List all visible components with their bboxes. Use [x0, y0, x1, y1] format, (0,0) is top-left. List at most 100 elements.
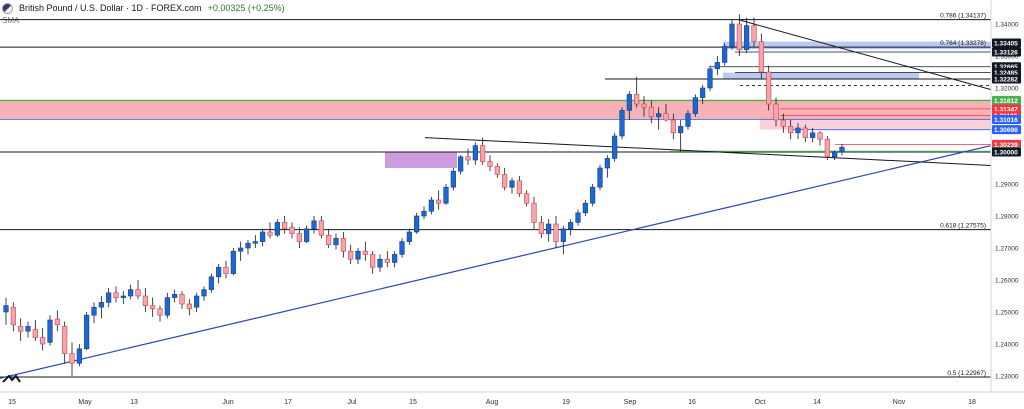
symbol-title[interactable]: British Pound / U.S. Dollar · 1D · FOREX… — [19, 3, 202, 13]
price-tag-label: 1.32485 — [994, 70, 1018, 77]
candle-body — [590, 186, 596, 204]
candle-body — [832, 151, 838, 158]
price-tag-label: 1.30698 — [994, 127, 1018, 134]
candle-body — [377, 258, 383, 268]
price-tag-label: 1.31347 — [994, 106, 1018, 113]
price-tick-label: 1.26000 — [995, 278, 1019, 285]
price-tag-label: 1.30000 — [994, 149, 1018, 156]
candle-body — [223, 266, 229, 274]
candle-body — [216, 266, 222, 278]
candle-body — [355, 250, 361, 260]
candle-body — [817, 132, 823, 140]
purple-zone — [385, 152, 457, 168]
candle-body — [714, 62, 720, 70]
date-tick-label: Nov — [893, 399, 906, 406]
supply-zone — [0, 100, 991, 120]
candle-body — [399, 241, 405, 255]
blue-zone-upper — [723, 41, 991, 50]
candle-body — [91, 306, 97, 316]
price-tick-label: 1.33000 — [995, 54, 1019, 61]
candle-body — [700, 87, 706, 98]
candle-body — [553, 223, 559, 242]
candle-body — [106, 292, 112, 303]
price-tag — [992, 125, 1021, 135]
candle-body — [384, 258, 390, 263]
date-tick-label: Aug — [486, 399, 499, 406]
candle-body — [333, 238, 339, 246]
candle-body — [340, 238, 346, 252]
candle-body — [458, 156, 464, 172]
candle-body — [678, 126, 684, 134]
candle-body — [157, 308, 163, 316]
candle-body — [172, 294, 178, 298]
tradingview-logo-icon — [2, 374, 21, 383]
candle-body — [304, 228, 310, 242]
candle-body — [260, 231, 266, 242]
candle-body — [120, 295, 126, 298]
trendline-resistance — [739, 19, 992, 91]
date-tick-label: Sep — [624, 399, 637, 406]
price-tick-label: 1.25000 — [995, 310, 1019, 317]
price-tag-label: 1.31016 — [994, 117, 1018, 124]
candle-body — [164, 297, 170, 316]
price-tag-label: 1.32665 — [994, 64, 1018, 71]
candle-body — [289, 226, 295, 234]
price-tick-label: 1.23000 — [995, 374, 1019, 381]
date-tick-label: 13 — [130, 399, 138, 406]
fib-label: 0.618 (1.27575) — [940, 223, 986, 230]
candle-body — [656, 113, 662, 118]
candle-body — [766, 71, 772, 105]
price-tick-label: 1.32000 — [995, 86, 1019, 93]
price-tag — [992, 47, 1021, 57]
price-tick-label: 1.27000 — [995, 246, 1019, 253]
candle-body — [560, 228, 566, 242]
candle-body — [751, 25, 757, 42]
candle-body — [516, 180, 522, 194]
candle-body — [582, 202, 588, 214]
candle-body — [670, 119, 676, 134]
price-change: +0.00325 (+0.25%) — [207, 3, 285, 13]
candle-body — [238, 247, 244, 252]
candle-body — [722, 46, 728, 63]
candle-body — [531, 202, 537, 223]
candle-body — [406, 231, 412, 242]
candle-body — [370, 254, 376, 268]
indicator-label[interactable]: SMA — [2, 16, 20, 25]
date-tick-label: 17 — [284, 399, 292, 406]
fib-label: 0.764 (1.33278) — [940, 40, 986, 47]
fib-label: 0.5 (1.22967) — [947, 370, 986, 377]
date-tick-label: 19 — [562, 399, 570, 406]
candle-body — [113, 292, 119, 298]
candle-body — [362, 250, 368, 255]
candle-body — [604, 158, 610, 169]
candle-body — [692, 97, 698, 114]
date-tick-label: 15 — [409, 399, 417, 406]
candle-body — [780, 119, 786, 127]
candle-body — [3, 305, 9, 313]
candle-body — [538, 222, 544, 234]
candle-body — [568, 222, 574, 230]
date-tick-label: 14 — [813, 399, 821, 406]
candle-body — [465, 156, 471, 161]
candle-body — [40, 337, 46, 345]
candle-body — [18, 326, 24, 332]
candle-body — [348, 250, 354, 260]
price-tag — [992, 74, 1021, 84]
candle-body — [736, 23, 742, 50]
candle-body — [311, 220, 317, 230]
candle-body — [773, 103, 779, 121]
candle-body — [230, 250, 236, 274]
candle-body — [392, 254, 398, 263]
candle-body — [282, 222, 288, 230]
candle-body — [663, 113, 669, 121]
candle-body — [707, 68, 713, 89]
candle-body — [252, 241, 258, 244]
blue-zone-lower — [723, 72, 919, 80]
candle-body — [326, 234, 332, 246]
price-tag — [992, 95, 1021, 105]
candle-body — [150, 305, 156, 310]
candle-body — [546, 223, 552, 234]
candle-body — [626, 94, 632, 111]
